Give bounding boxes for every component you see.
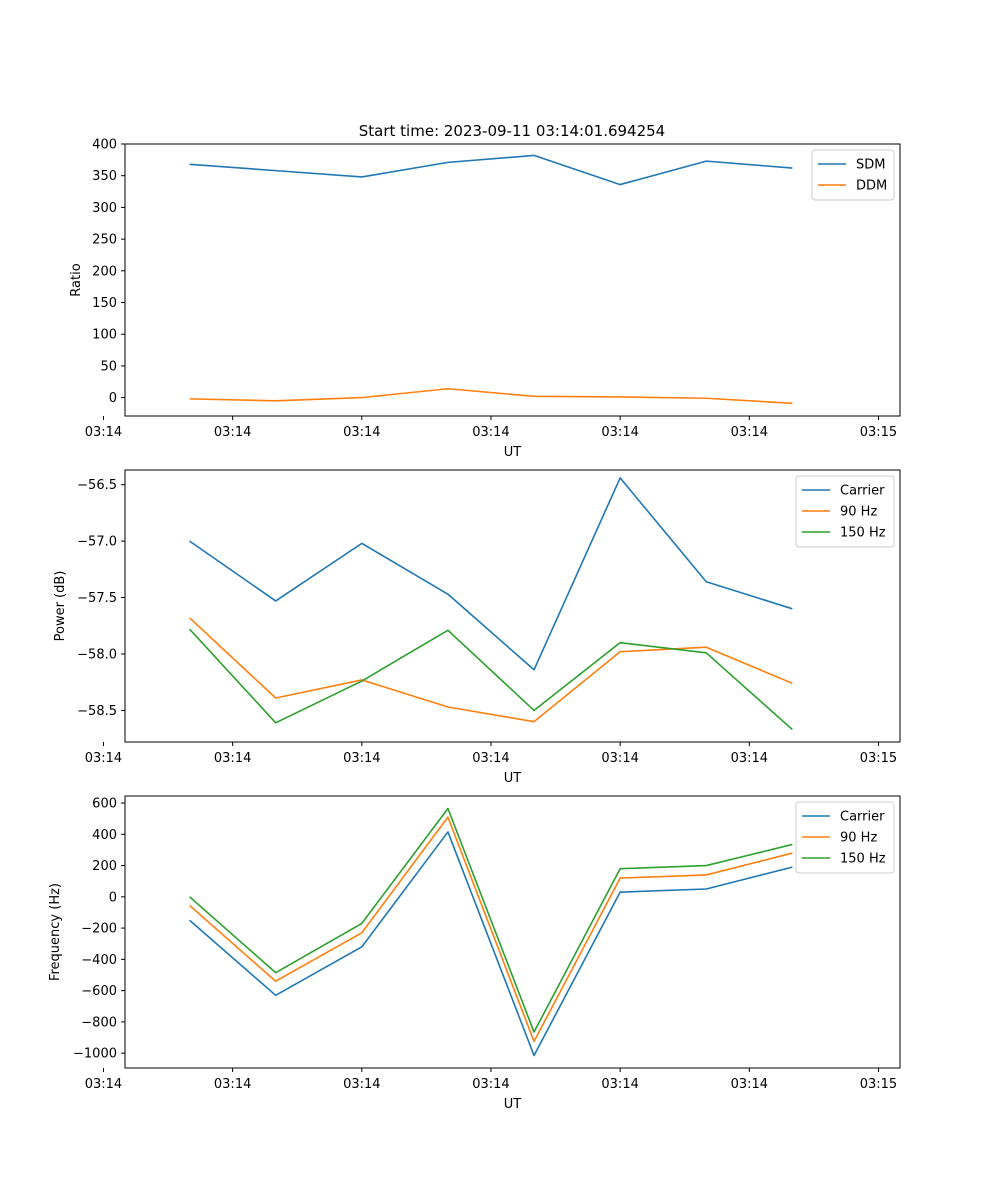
x-tick-label: 03:14 [214,425,251,440]
series-line-150-hz [189,807,793,1033]
y-tick-label: −1000 [73,1047,117,1062]
axes-frame [124,143,901,417]
x-tick-label: 03:14 [731,425,768,440]
x-tick-label: 03:14 [731,751,768,766]
x-tick-label: 03:14 [601,751,638,766]
axes-frame [124,469,901,743]
series-line-carrier [189,477,793,671]
y-tick-label: 100 [92,328,117,343]
x-tick-label: 03:14 [472,425,509,440]
y-tick-label: 400 [92,828,117,843]
y-tick-label: −200 [81,922,117,937]
legend-box [795,475,895,548]
x-tick-label: 03:14 [214,1077,251,1092]
x-axis-label: UT [504,771,522,786]
y-tick-label: −57.0 [77,535,117,550]
y-tick-label: −400 [81,953,117,968]
legend-label-150-hz: 150 Hz [840,526,886,541]
y-tick-label: 600 [92,797,117,812]
y-tick-label: 200 [92,264,117,279]
y-axis-label: Frequency (Hz) [48,883,63,981]
y-axis-label: Ratio [69,263,84,296]
panel-3: 03:14 03:14 03:14 03:14 03:14 03:14 03:15 −1000… [48,795,901,1112]
y-tick-label: −800 [81,1015,117,1030]
y-tick-label: 400 [92,138,117,153]
figure-title: Start time: 2023-09-11 03:14:01.694254 [359,122,665,140]
legend-label-carrier: Carrier [840,484,885,499]
panel-1: 03:14 03:14 03:14 03:14 03:14 03:14 03:15 0 50 10… [69,138,901,460]
x-tick-label: 03:14 [343,1077,380,1092]
x-tick-label: 03:14 [601,1077,638,1092]
legend: Carrier 90 Hz 150 Hz [795,801,895,874]
x-tick-label: 03:14 [731,1077,768,1092]
legend-label-ddm: DDM [856,179,887,194]
x-tick-label: 03:15 [860,751,897,766]
y-tick-label: −56.5 [77,478,117,493]
y-tick-label: 150 [92,296,117,311]
x-tick-label: 03:14 [343,425,380,440]
y-tick-label: −600 [81,984,117,999]
legend-box [795,801,895,874]
legend-label-90-hz: 90 Hz [840,831,877,846]
legend-label-150-hz: 150 Hz [840,852,886,867]
x-axis-label: UT [504,1097,522,1112]
y-tick-label: 0 [109,890,117,905]
series-line-90-hz [189,816,793,1043]
x-tick-label: 03:15 [860,1077,897,1092]
y-tick-label: −57.5 [77,591,117,606]
series-line-sdm [189,154,793,186]
panel-2: 03:14 03:14 03:14 03:14 03:14 03:14 03:15 −58.5… [53,469,901,786]
axes-frame [124,795,901,1069]
series-line-carrier [189,831,793,1057]
legend: SDM DDM [811,149,895,201]
legend-label-sdm: SDM [856,158,885,173]
y-axis-label: Power (dB) [53,571,68,642]
y-tick-label: 300 [92,201,117,216]
y-tick-label: −58.5 [77,704,117,719]
y-tick-label: 0 [109,391,117,406]
x-tick-label: 03:14 [214,751,251,766]
y-tick-label: 350 [92,169,117,184]
x-tick-label: 03:15 [860,425,897,440]
legend-label-90-hz: 90 Hz [840,505,877,520]
series-line-150-hz [188,628,793,731]
y-tick-label: 50 [100,359,117,374]
series-line-90-hz [189,617,793,723]
x-tick-label: 03:14 [601,425,638,440]
x-tick-label: 03:14 [85,425,122,440]
x-tick-label: 03:14 [472,751,509,766]
x-axis-label: UT [504,445,522,460]
x-tick-label: 03:14 [343,751,380,766]
y-tick-label: 250 [92,233,117,248]
legend-label-carrier: Carrier [840,810,885,825]
x-tick-label: 03:14 [85,1077,122,1092]
x-tick-label: 03:14 [472,1077,509,1092]
legend: Carrier 90 Hz 150 Hz [795,475,895,548]
y-tick-label: −58.0 [77,647,117,662]
series-line-ddm [189,387,793,405]
y-tick-label: 200 [92,859,117,874]
x-tick-label: 03:14 [85,751,122,766]
legend-box [811,149,895,201]
